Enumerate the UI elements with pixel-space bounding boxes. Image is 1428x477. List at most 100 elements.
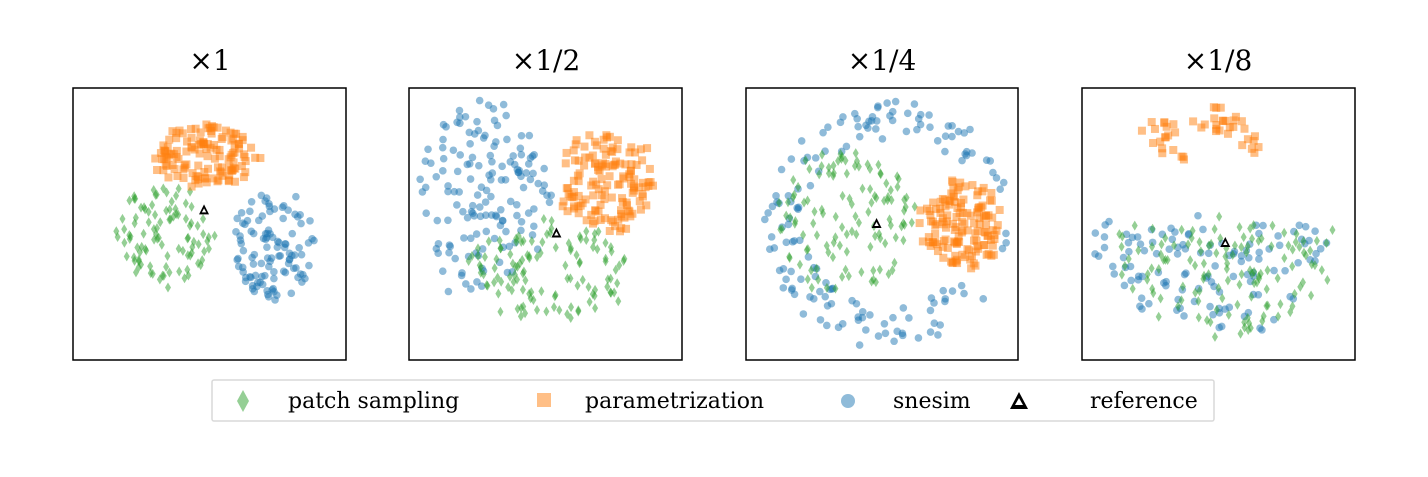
parametrization-point: [1147, 118, 1156, 127]
parametrization-point: [1137, 126, 1146, 135]
parametrization-point: [938, 242, 947, 251]
patch-sampling-point: [495, 288, 502, 299]
snesim-point: [1244, 308, 1253, 317]
snesim-point: [1126, 262, 1135, 271]
parametrization-point: [179, 174, 188, 183]
snesim-point: [898, 329, 907, 338]
parametrization-point: [631, 148, 640, 157]
parametrization-point: [953, 204, 962, 213]
parametrization-point: [915, 219, 924, 228]
patch-sampling-point: [170, 211, 177, 222]
snesim-point: [526, 175, 535, 184]
patch-sampling-point: [882, 238, 889, 249]
snesim-point: [491, 211, 500, 220]
parametrization-point: [963, 226, 972, 235]
parametrization-point: [202, 145, 211, 154]
parametrization-point: [571, 140, 580, 149]
snesim-point: [881, 329, 890, 338]
patch-sampling-point: [568, 302, 575, 313]
patch-sampling-point: [1129, 283, 1136, 294]
snesim-point: [941, 132, 950, 141]
legend-label: reference: [1090, 389, 1198, 414]
parametrization-point: [213, 123, 222, 132]
patch-sampling-point: [138, 202, 145, 213]
patch-sampling-point: [1277, 299, 1284, 310]
patch-sampling-point: [848, 226, 855, 237]
parametrization-point: [172, 146, 181, 155]
patch-sampling-point: [819, 149, 826, 160]
snesim-point: [1281, 266, 1289, 275]
snesim-point: [543, 191, 551, 200]
parametrization-point: [165, 135, 174, 144]
patch-sampling-point: [881, 195, 888, 206]
snesim-point: [458, 269, 466, 277]
snesim-point: [456, 151, 465, 159]
patch-sampling-point: [1247, 223, 1254, 234]
patch-sampling-point: [813, 263, 820, 274]
snesim-point: [1275, 241, 1284, 250]
snesim-point: [1162, 281, 1170, 290]
patch-sampling-point: [604, 281, 611, 292]
parametrization-point: [187, 143, 196, 152]
snesim-point: [486, 151, 495, 160]
patch-sampling-point: [843, 246, 850, 257]
parametrization-point: [239, 150, 248, 159]
parametrization-point: [202, 178, 211, 187]
patch-sampling-point: [121, 237, 128, 248]
patch-sampling-point: [166, 204, 173, 215]
snesim-point: [1221, 305, 1229, 313]
snesim-point: [790, 237, 799, 245]
snesim-point: [1002, 238, 1010, 247]
patch-sampling-point: [583, 234, 590, 245]
parametrization-point: [218, 133, 227, 142]
patch-sampling-point: [522, 275, 529, 286]
patch-sampling-point: [1259, 316, 1266, 327]
snesim-point: [914, 115, 923, 123]
snesim-point: [1094, 252, 1103, 260]
snesim-point: [764, 209, 772, 217]
patch-sampling-point: [1231, 240, 1238, 251]
patch-sampling-point: [493, 254, 500, 265]
patch-sampling-point: [1158, 239, 1165, 250]
patch-sampling-point: [498, 276, 505, 287]
patch-sampling-point: [1244, 241, 1251, 252]
snesim-point: [850, 109, 859, 118]
parametrization-point: [638, 190, 647, 199]
snesim-point: [273, 237, 282, 246]
parametrization-point: [1150, 124, 1159, 133]
snesim-point: [958, 156, 966, 165]
snesim-point: [249, 260, 258, 268]
patch-sampling-point: [894, 181, 901, 192]
snesim-point: [1133, 233, 1142, 241]
parametrization-point: [635, 197, 644, 206]
patch-sampling-point: [832, 211, 839, 222]
parametrization-point: [627, 179, 636, 188]
parametrization-point: [561, 159, 570, 168]
snesim-point: [986, 157, 995, 165]
parametrization-point: [931, 229, 940, 238]
snesim-point: [797, 275, 805, 284]
patch-sampling-point: [1264, 265, 1271, 276]
snesim-point: [418, 188, 427, 196]
snesim-point: [1125, 247, 1133, 256]
patch-sampling-point: [1251, 266, 1258, 277]
snesim-point: [1168, 235, 1177, 244]
patch-sampling-point: [497, 306, 504, 317]
snesim-point: [1119, 253, 1128, 262]
patch-sampling-point: [903, 192, 910, 203]
patch-sampling-point: [168, 196, 175, 207]
patch-sampling-point: [621, 253, 628, 264]
snesim-point: [427, 159, 435, 167]
snesim-point: [261, 197, 269, 205]
patch-sampling-point: [1217, 233, 1224, 244]
patch-sampling-point: [858, 267, 865, 278]
parametrization-point: [948, 176, 957, 185]
patch-sampling-point: [868, 197, 875, 208]
patch-sampling-point: [1255, 271, 1262, 282]
patch-sampling-point: [524, 250, 531, 261]
patch-sampling-point: [468, 250, 475, 261]
snesim-point: [902, 127, 911, 136]
parametrization-point: [170, 165, 179, 174]
snesim-point: [261, 271, 269, 280]
snesim-point: [926, 328, 935, 336]
